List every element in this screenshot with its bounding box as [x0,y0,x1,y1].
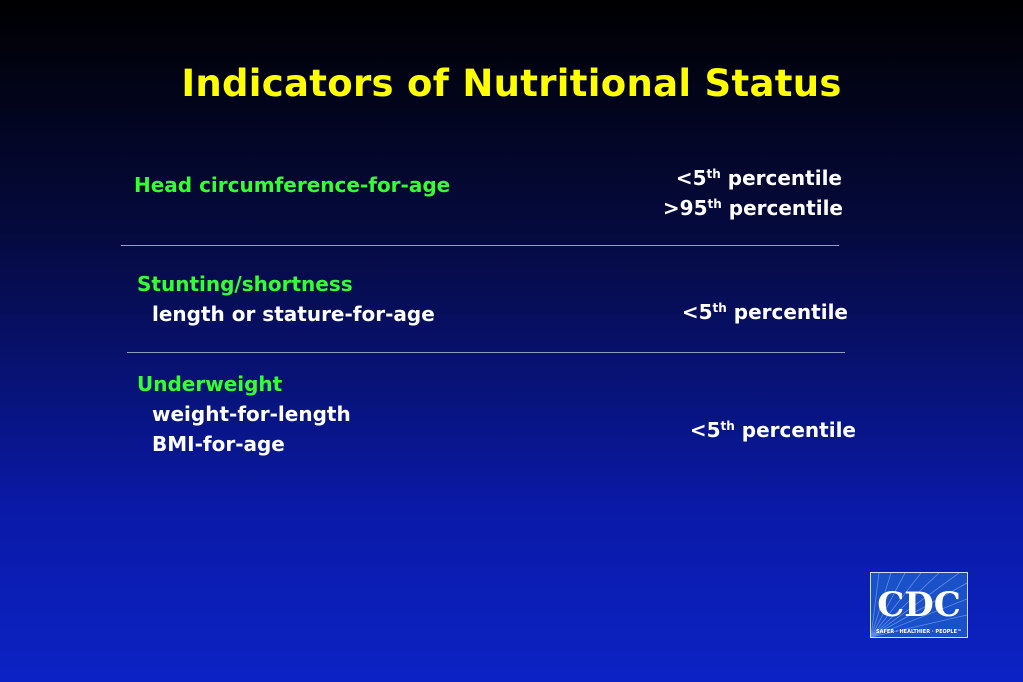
divider-1 [121,245,839,246]
stunting-heading: Stunting/shortness [137,272,353,296]
underweight-subitem-weight: weight-for-length [152,402,351,426]
head-circumference-value-high: >95th percentile [662,196,843,220]
head-circumference-value-low: <5th percentile [675,166,842,190]
divider-2 [127,352,845,353]
stunting-subitem: length or stature-for-age [152,302,435,326]
head-circumference-heading: Head circumference-for-age [134,173,451,197]
stunting-value: <5th percentile [681,300,848,324]
slide-title: Indicators of Nutritional Status [181,62,842,105]
underweight-subitem-bmi: BMI-for-age [152,432,285,456]
cdc-logo-text: CDC [877,585,961,625]
cdc-logo: CDC SAFER · HEALTHIER · PEOPLE™ [870,572,968,638]
underweight-heading: Underweight [137,372,283,396]
cdc-logo-tagline: SAFER · HEALTHIER · PEOPLE™ [876,629,962,635]
underweight-value: <5th percentile [689,418,856,442]
cdc-logo-graphic: CDC SAFER · HEALTHIER · PEOPLE™ [871,573,967,637]
